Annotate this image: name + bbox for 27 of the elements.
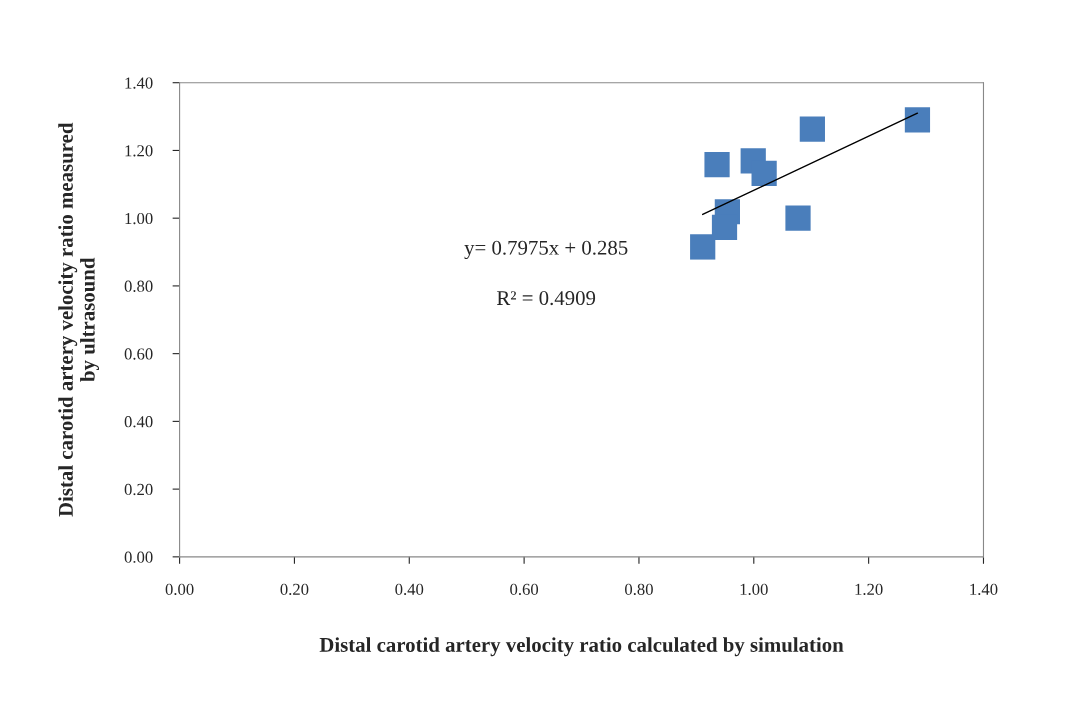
point xyxy=(690,234,716,260)
annotation: R² = 0.4909 xyxy=(496,291,596,306)
x-tick-label: 0.00 xyxy=(165,583,194,596)
point xyxy=(704,152,730,178)
y-tick-label: 0.40 xyxy=(124,416,153,428)
y-tick-label: 1.40 xyxy=(125,77,153,89)
x-tick-label: 1.00 xyxy=(740,583,768,596)
point xyxy=(799,116,825,142)
point xyxy=(751,160,777,187)
y-axis-title: Distal carotid artery velocity ratio measured by ultrasound xyxy=(58,122,100,517)
y-tick-label: 0.00 xyxy=(124,551,153,563)
x-tick-label: 1.20 xyxy=(855,583,883,596)
point xyxy=(711,214,738,240)
x-tick-label: 0.20 xyxy=(280,583,309,596)
x-tick-label: 0.40 xyxy=(395,583,424,596)
y-tick-label: 0.60 xyxy=(124,348,153,360)
point xyxy=(785,205,811,231)
point xyxy=(904,107,931,133)
x-tick-label: 1.40 xyxy=(970,583,998,596)
x-tick-label: 0.80 xyxy=(625,583,653,596)
y-tick-label: 1.00 xyxy=(125,212,153,225)
y-tick-label: 1.20 xyxy=(125,145,153,157)
y-tick-label: 0.20 xyxy=(124,483,153,496)
x-tick-label: 0.60 xyxy=(510,583,539,596)
y-tick-label: 0.80 xyxy=(124,280,153,292)
x-axis-title: Distal carotid artery velocity ratio calculated by simulation xyxy=(319,637,844,657)
annotation: y= 0.7975x + 0.285 xyxy=(464,240,628,260)
